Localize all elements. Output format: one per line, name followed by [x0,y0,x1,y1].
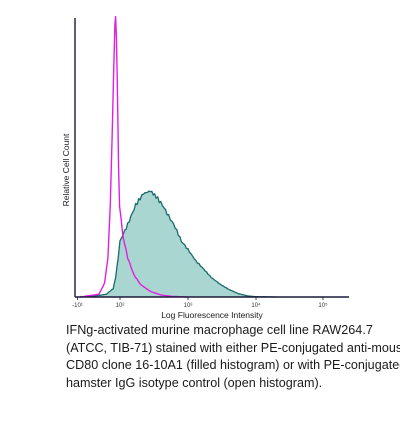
x-tick-layer: -10¹ 10² 10³ 10⁴ 10⁵ [72,297,328,309]
caption-line: (ATCC, TIB-71) stained with either PE-co… [66,340,400,355]
x-tick-label: -10¹ [72,303,83,309]
caption-line: hamster IgG isotype control (open histog… [66,375,323,390]
histogram-chart: -10¹ 10² 10³ 10⁴ 10⁵ Log Fluorescence Intens… [61,15,349,320]
caption-line: CD80 clone 16-10A1 (filled histogram) or… [66,358,400,372]
series-layer [79,15,277,298]
figure-caption: IFNg-activated murine macrophage cell li… [66,322,400,392]
caption-line: IFNg-activated murine macrophage cell li… [66,323,373,337]
y-axis-label: Relative Cell Count [61,133,71,206]
filled-histogram-line [79,190,277,298]
filled-histogram-area [80,191,277,297]
x-tick-label: 10² [116,303,125,309]
x-tick-label: 10³ [184,303,193,309]
open-histogram-line [79,15,189,298]
x-axis-label: Log Fluorescence Intensity [161,310,263,320]
x-tick-label: 10⁴ [251,302,261,309]
x-tick-label: 10⁵ [318,302,328,309]
